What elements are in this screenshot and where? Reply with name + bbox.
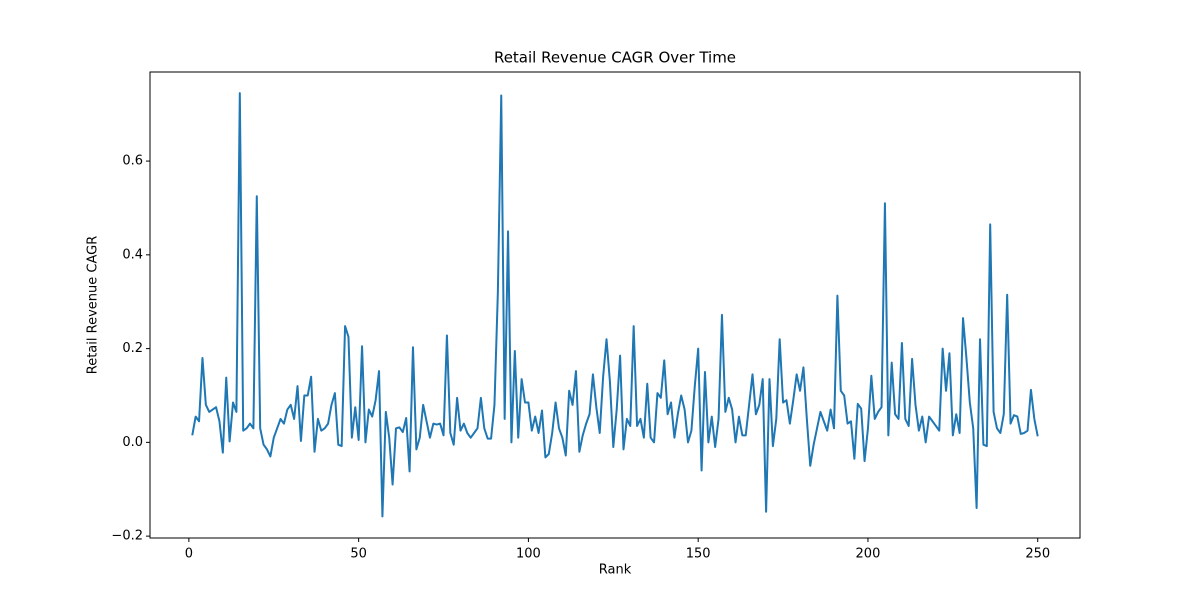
- plot-frame: [149, 71, 1081, 539]
- x-tick-label: 100: [516, 547, 541, 562]
- chart-title: Retail Revenue CAGR Over Time: [494, 49, 736, 67]
- x-axis-label: Rank: [599, 563, 632, 578]
- y-tick-label: 0.0: [122, 435, 143, 450]
- x-tick-label: 50: [350, 547, 367, 562]
- x-tick-label: 200: [856, 547, 881, 562]
- y-tick-label: 0.6: [122, 154, 143, 169]
- y-tick-label: −0.2: [111, 529, 143, 544]
- y-tick-label: 0.4: [122, 247, 143, 262]
- x-tick-label: 0: [185, 547, 193, 562]
- data-line: [191, 92, 1039, 518]
- y-axis-label: Retail Revenue CAGR: [86, 236, 101, 374]
- x-tick-label: 150: [686, 547, 711, 562]
- y-tick-label: 0.2: [122, 341, 143, 356]
- x-tick-label: 250: [1025, 547, 1050, 562]
